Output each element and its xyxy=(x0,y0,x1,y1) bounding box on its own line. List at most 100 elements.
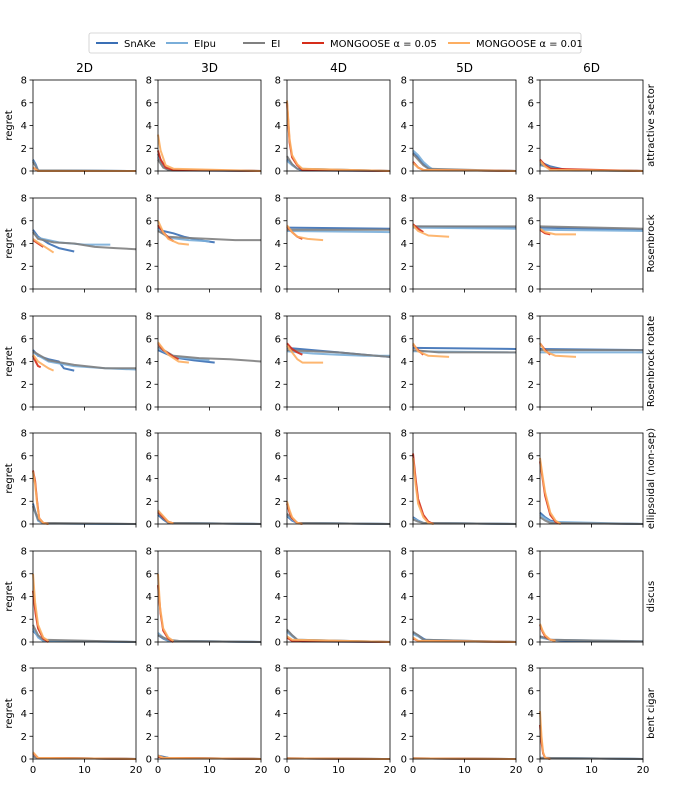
legend-frame xyxy=(88,32,582,54)
series-line-4 xyxy=(157,220,190,246)
y-tick-label: 2 xyxy=(146,615,152,626)
series-line-4 xyxy=(32,751,137,760)
y-tick-label: 8 xyxy=(275,429,281,440)
axes-frame xyxy=(32,432,137,525)
y-tick-label: 2 xyxy=(21,380,27,391)
series-line-4 xyxy=(539,457,562,525)
y-tick-label: 2 xyxy=(146,732,152,743)
x-tick-label: 20 xyxy=(510,765,523,776)
panel-3-4: 0 2 4 6 8 xyxy=(528,429,644,531)
row-title-4: discus xyxy=(646,581,657,612)
y-tick-label: 8 xyxy=(275,664,281,675)
axes-frame xyxy=(539,550,644,643)
y-tick-label: 4 xyxy=(21,239,27,250)
column-title-4: 6D xyxy=(583,61,600,75)
series-line-2 xyxy=(32,350,136,370)
x-tick-label: 0 xyxy=(30,765,36,776)
y-tick-label: 4 xyxy=(21,474,27,485)
x-tick-label: 0 xyxy=(537,765,543,776)
y-tick-label: 2 xyxy=(528,262,534,273)
y-tick-label: 0 xyxy=(275,520,281,531)
y-tick-label: 0 xyxy=(275,755,281,766)
series-line-4 xyxy=(539,227,576,236)
panel-4-0: 0 2 4 6 8 regret xyxy=(4,547,137,649)
y-tick-label: 4 xyxy=(401,709,407,720)
panel-4-4: 0 2 4 6 8 xyxy=(528,547,644,649)
y-tick-label: 8 xyxy=(275,547,281,558)
panel-0-4: 0 2 4 6 8 xyxy=(528,76,644,178)
series-line-4 xyxy=(286,100,391,172)
series-line-4 xyxy=(412,457,434,525)
y-tick-label: 2 xyxy=(21,615,27,626)
y-tick-label: 6 xyxy=(528,451,534,462)
y-tick-label: 4 xyxy=(401,592,407,603)
series-line-4 xyxy=(157,573,174,642)
y-tick-label: 0 xyxy=(146,167,152,178)
panel-4-1: 0 2 4 6 8 xyxy=(146,547,262,649)
series-line-1 xyxy=(157,509,262,525)
y-tick-label: 6 xyxy=(21,216,27,227)
y-tick-label: 0 xyxy=(275,167,281,178)
y-tick-label: 4 xyxy=(275,592,281,603)
y-tick-label: 6 xyxy=(275,569,281,580)
y-tick-label: 6 xyxy=(401,98,407,109)
y-tick-label: 0 xyxy=(401,638,407,649)
y-tick-label: 8 xyxy=(401,429,407,440)
series-line-4 xyxy=(539,342,577,358)
x-tick-label: 10 xyxy=(78,765,91,776)
y-tick-label: 8 xyxy=(401,76,407,87)
y-tick-label: 2 xyxy=(21,262,27,273)
series-line-0 xyxy=(32,503,137,525)
y-tick-label: 4 xyxy=(401,121,407,132)
series-line-0 xyxy=(286,226,391,230)
column-titles: 2D 3D 4D 5D 6D xyxy=(76,61,600,75)
legend: SnAKe EIpu EI MONGOOSE α = 0.05 MONGOOSE α =… xyxy=(88,32,583,54)
y-tick-label: 4 xyxy=(401,357,407,368)
y-tick-label: 4 xyxy=(146,239,152,250)
y-tick-label: 6 xyxy=(528,334,534,345)
column-title-2: 4D xyxy=(330,61,347,75)
series-line-0 xyxy=(412,346,517,350)
y-tick-label: 4 xyxy=(21,121,27,132)
x-tick-label: 10 xyxy=(458,765,471,776)
axes-frame xyxy=(412,315,517,408)
series-line-0 xyxy=(539,226,644,231)
y-tick-label: 2 xyxy=(21,144,27,155)
y-tick-label: 2 xyxy=(146,262,152,273)
y-tick-label: 4 xyxy=(528,239,534,250)
axes-frame xyxy=(286,432,391,525)
series-line-4 xyxy=(412,342,450,358)
y-tick-label: 2 xyxy=(401,497,407,508)
y-tick-label: 0 xyxy=(146,638,152,649)
panel-1-1: 0 2 4 6 8 xyxy=(146,194,262,296)
y-tick-label: 2 xyxy=(528,144,534,155)
series-line-4 xyxy=(157,134,262,172)
y-tick-label: 0 xyxy=(528,755,534,766)
y-tick-label: 2 xyxy=(275,497,281,508)
series-line-4 xyxy=(32,354,55,372)
y-tick-label: 6 xyxy=(401,686,407,697)
y-tick-label: 0 xyxy=(401,755,407,766)
y-tick-label: 2 xyxy=(275,732,281,743)
series-line-2 xyxy=(32,231,137,251)
panel-1-3: 0 2 4 6 8 xyxy=(401,194,517,296)
series-line-4 xyxy=(286,501,303,525)
y-tick-label: 2 xyxy=(528,380,534,391)
axes-frame xyxy=(32,550,137,643)
legend-label-2: EI xyxy=(271,39,280,50)
y-tick-label: 6 xyxy=(275,216,281,227)
row-titles: attractive sector Rosenbrock Rosenbrock ro… xyxy=(646,83,657,739)
y-tick-label: 8 xyxy=(21,664,27,675)
y-tick-label: 8 xyxy=(21,76,27,87)
y-tick-label: 8 xyxy=(21,547,27,558)
y-tick-label: 2 xyxy=(146,497,152,508)
y-tick-label: 0 xyxy=(146,285,152,296)
series-line-4 xyxy=(286,635,391,643)
y-tick-label: 4 xyxy=(528,709,534,720)
y-axis-label: regret xyxy=(4,110,15,140)
axes-frame xyxy=(157,432,262,525)
series-line-1 xyxy=(412,226,517,230)
series-line-4 xyxy=(539,160,644,172)
y-tick-label: 8 xyxy=(528,194,534,205)
